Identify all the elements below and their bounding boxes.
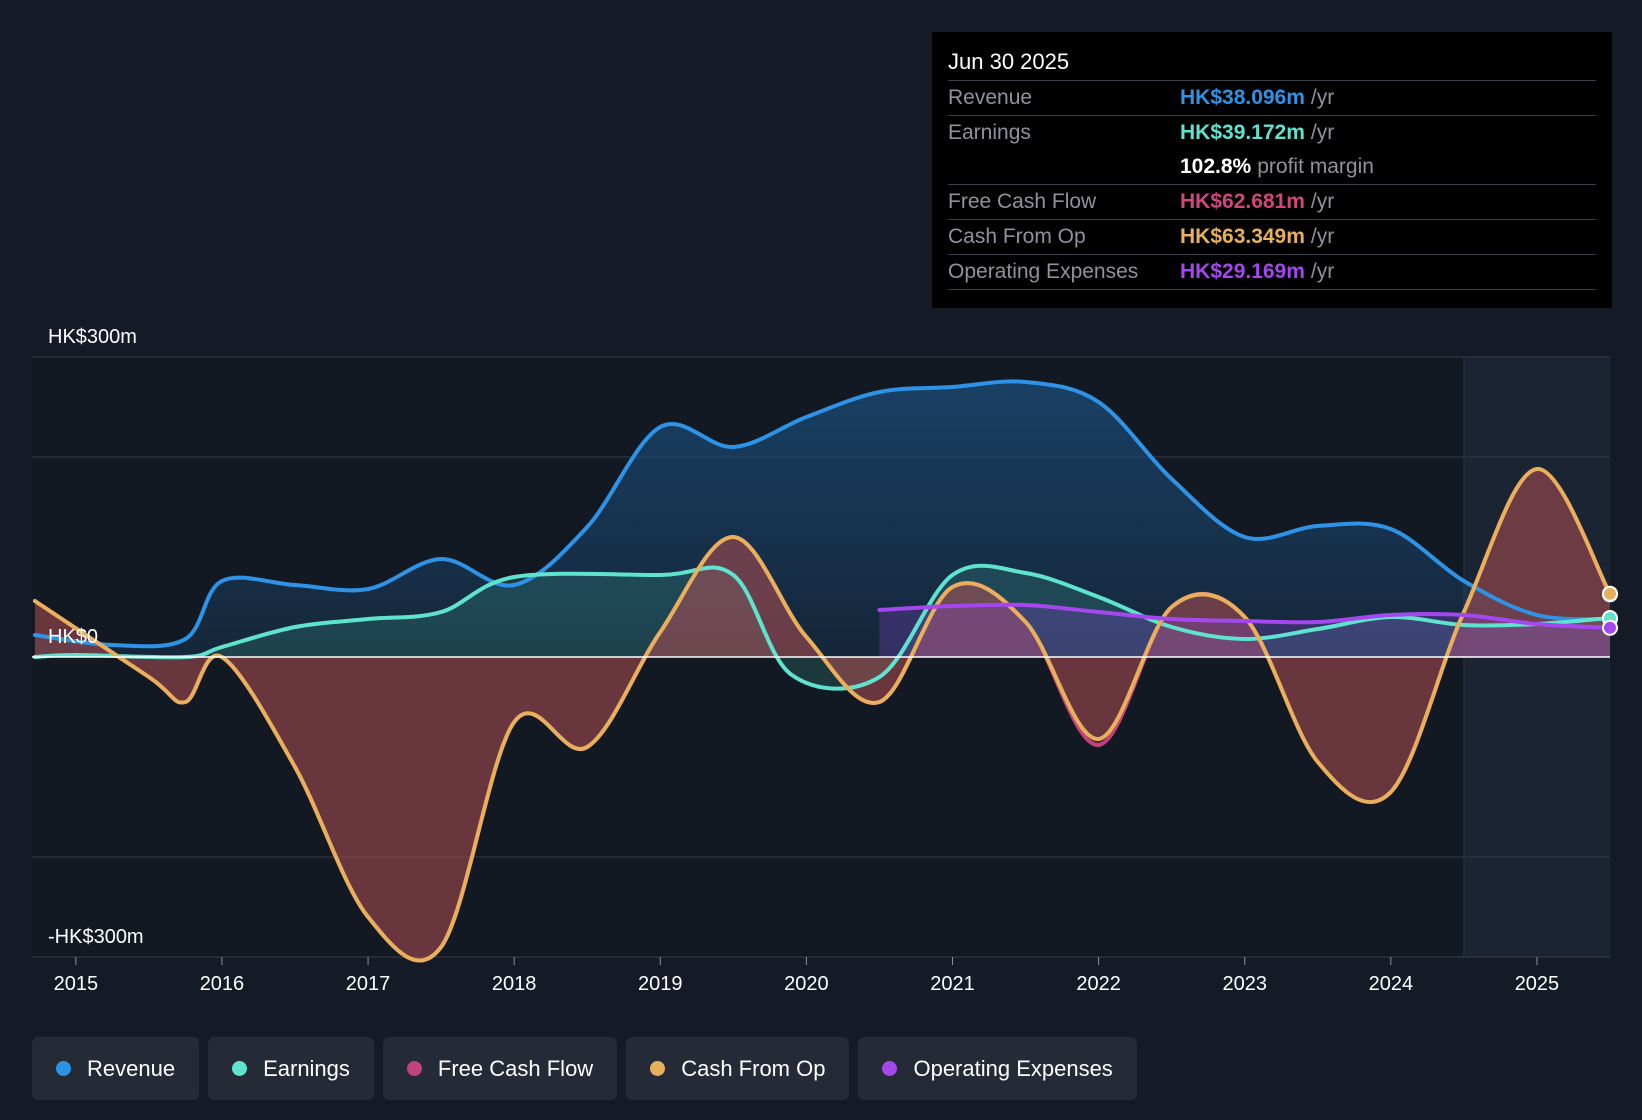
tooltip-label: Cash From Op	[948, 225, 1086, 248]
legend-label: Revenue	[87, 1055, 176, 1081]
x-axis-label: 2018	[492, 973, 537, 995]
tooltip-unit: /yr	[1310, 121, 1335, 144]
free-cash-flow-area	[34, 468, 1610, 961]
operating-expenses-area	[879, 604, 1610, 657]
tooltip-unit: /yr	[1310, 86, 1335, 109]
tooltip-unit: /yr	[1310, 190, 1335, 213]
tooltip-value: HK$39.172m	[1180, 121, 1305, 144]
tooltip-value: 102.8%	[1180, 155, 1252, 178]
legend-dot-icon	[56, 1061, 71, 1076]
legend-item-cash-from-op[interactable]: Cash From Op	[626, 1037, 850, 1100]
tooltip-label	[948, 150, 1180, 184]
cash-from-op-end-marker	[1602, 585, 1618, 602]
x-axis-label: 2025	[1515, 973, 1560, 995]
tooltip-label: Earnings	[948, 121, 1031, 144]
legend-item-operating-expenses[interactable]: Operating Expenses	[858, 1037, 1137, 1100]
x-axis-label: 2024	[1369, 973, 1414, 995]
y-axis-label: HK$0	[48, 626, 98, 648]
legend-dot-icon	[882, 1061, 898, 1076]
earnings-line	[32, 563, 1612, 691]
x-axis-label: 2016	[200, 973, 245, 995]
legend-label: Earnings	[263, 1055, 350, 1081]
operating-expenses-end-marker	[1602, 619, 1618, 636]
legend-label: Free Cash Flow	[437, 1055, 594, 1081]
x-axis-label: 2015	[54, 973, 99, 995]
x-axis-label: 2023	[1222, 973, 1267, 995]
x-axis-label: 2020	[784, 973, 829, 995]
earnings-area	[34, 565, 1610, 689]
revenue-area	[34, 381, 1610, 657]
legend: Revenue Earnings Free Cash Flow Cash Fro…	[32, 1037, 1137, 1100]
revenue-line	[32, 379, 1612, 649]
cash-from-op-line	[32, 467, 1612, 963]
tooltip-label: Revenue	[948, 86, 1033, 109]
x-axis-label: 2021	[930, 973, 975, 995]
legend-label: Operating Expenses	[913, 1055, 1113, 1081]
x-axis-label: 2019	[638, 973, 683, 995]
tooltip-value: HK$63.349m	[1180, 225, 1305, 248]
cash-from-op-area	[34, 468, 1610, 961]
x-axis-label: 2017	[346, 973, 391, 995]
tooltip-value: HK$38.096m	[1180, 86, 1305, 109]
legend-item-earnings[interactable]: Earnings	[208, 1037, 374, 1100]
operating-expenses-line	[877, 602, 1612, 630]
legend-dot-icon	[406, 1061, 422, 1076]
legend-label: Cash From Op	[681, 1055, 826, 1081]
tooltip-value: HK$62.681m	[1180, 190, 1305, 213]
tooltip-row-free-cash-flow: Free Cash Flow HK$62.681m /yr	[948, 185, 1596, 220]
tooltip-value: HK$29.169m	[1180, 260, 1305, 283]
tooltip-row-profit-margin: 102.8% profit margin	[948, 150, 1596, 185]
tooltip-unit: /yr	[1310, 225, 1335, 248]
tooltip-row-revenue: Revenue HK$38.096m /yr	[948, 81, 1596, 116]
tooltip-row-operating-expenses: Operating Expenses HK$29.169m /yr	[948, 255, 1596, 290]
legend-item-revenue[interactable]: Revenue	[32, 1037, 200, 1100]
y-axis-label: HK$300m	[48, 326, 137, 348]
tooltip-unit: profit margin	[1257, 155, 1374, 178]
tooltip-date: Jun 30 2025	[948, 46, 1596, 81]
tooltip-label: Operating Expenses	[948, 260, 1139, 283]
legend-dot-icon	[232, 1061, 248, 1076]
legend-item-free-cash-flow[interactable]: Free Cash Flow	[382, 1037, 618, 1100]
tooltip: Jun 30 2025 Revenue HK$38.096m /yr Earni…	[932, 32, 1612, 308]
x-axis-label: 2022	[1076, 973, 1121, 995]
legend-dot-icon	[650, 1061, 666, 1076]
y-axis-label: -HK$300m	[48, 926, 144, 948]
tooltip-unit: /yr	[1310, 260, 1335, 283]
tooltip-row-cash-from-op: Cash From Op HK$63.349m /yr	[948, 220, 1596, 255]
tooltip-row-earnings: Earnings HK$39.172m /yr	[948, 116, 1596, 150]
tooltip-label: Free Cash Flow	[948, 190, 1097, 213]
